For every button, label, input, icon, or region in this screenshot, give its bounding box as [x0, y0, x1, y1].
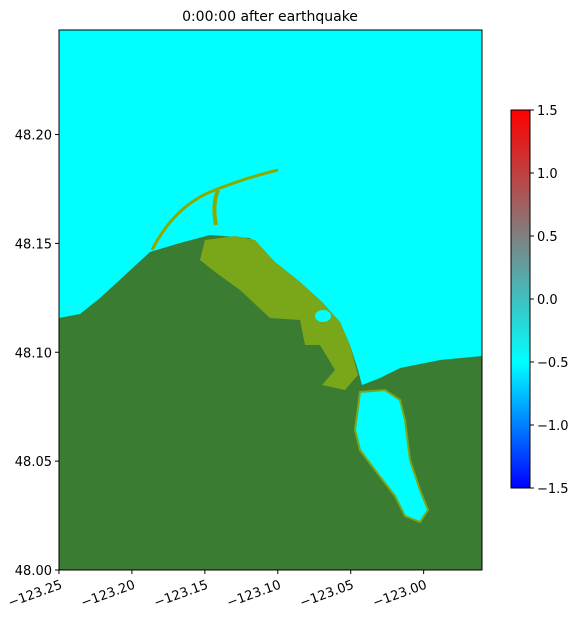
colorbar-tick-label: −1.0 [537, 419, 569, 434]
y-tick-label: 48.10 [15, 346, 52, 361]
x-tick-label: −123.15 [152, 578, 210, 611]
colorbar-tick-label: −1.5 [537, 482, 569, 497]
colorbar [510, 109, 531, 489]
colorbar-tick-label: 0.5 [537, 230, 558, 245]
x-tick-label: −123.00 [371, 578, 429, 611]
x-tick-label: −123.10 [225, 578, 283, 611]
plot-frame [58, 29, 483, 571]
y-tick-label: 48.20 [15, 129, 52, 144]
land [59, 235, 482, 570]
shallows [200, 236, 358, 390]
x-tick-label: −123.05 [298, 578, 356, 611]
colorbar-tick-label: 1.5 [537, 104, 558, 119]
spit [150, 168, 279, 251]
y-tick-label: 48.05 [15, 455, 52, 470]
y-tick-label: 48.00 [15, 564, 52, 579]
colorbar-tick-label: 1.0 [537, 167, 558, 182]
colorbar-tick-label: −0.5 [537, 356, 569, 371]
chart-title: 0:00:00 after earthquake [182, 9, 358, 25]
colorbar-tick-label: 0.0 [537, 293, 558, 308]
x-tick-label: −123.25 [6, 578, 64, 611]
map-image [59, 30, 482, 570]
lagoon [315, 310, 331, 322]
y-tick-label: 48.15 [15, 237, 52, 252]
bay [353, 388, 430, 524]
x-tick-label: −123.20 [79, 578, 137, 611]
hook [212, 189, 220, 226]
